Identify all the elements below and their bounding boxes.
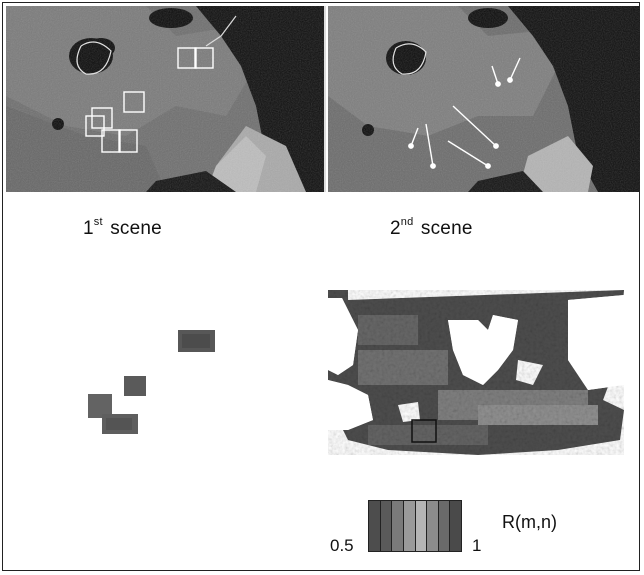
scene1-caption: 1st scene <box>83 216 162 239</box>
scene2-caption: 2nd scene <box>390 216 473 239</box>
scene1-window-map <box>60 320 240 440</box>
colorbar-max-label: 1 <box>472 536 482 555</box>
colorbar-cell <box>380 501 393 551</box>
colorbar-cell <box>438 501 451 551</box>
colorbar-cell <box>392 501 404 551</box>
colorbar-cell <box>403 501 416 551</box>
scene2-image <box>328 6 640 192</box>
scene1-image <box>6 6 326 192</box>
colorbar-cell <box>450 501 461 551</box>
colorbar-cell <box>415 501 428 551</box>
colorbar-title: R(m,n) <box>502 512 557 532</box>
colorbar-cell <box>369 501 381 551</box>
scene2-correlation-map <box>328 290 624 455</box>
colorbar <box>368 500 462 552</box>
colorbar-cell <box>427 501 439 551</box>
colorbar-min-label: 0.5 <box>330 536 354 555</box>
